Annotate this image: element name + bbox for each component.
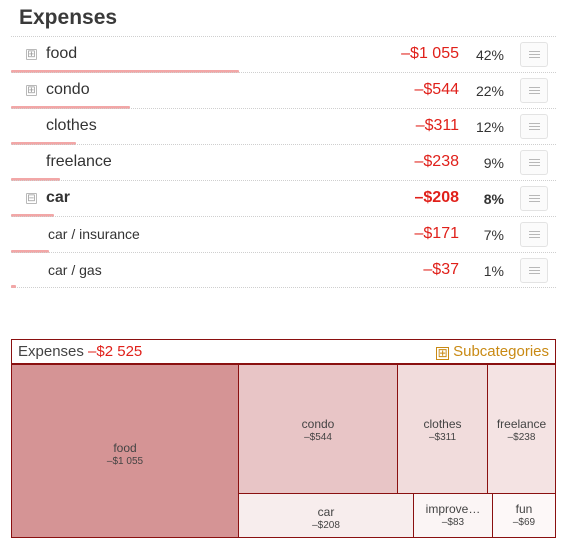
share-bar <box>11 70 239 73</box>
category-name: clothes <box>46 117 97 134</box>
page-title: Expenses <box>19 6 118 29</box>
share-bar <box>11 142 76 145</box>
expense-list: ⊞ food –$1 055 42% ⊞ condo –$544 22% clo… <box>11 36 556 288</box>
category-percent: 9% <box>483 155 504 171</box>
expand-icon[interactable]: ⊞ <box>26 49 37 60</box>
treemap-tile-fun[interactable]: fun –$69 <box>492 493 556 538</box>
category-name: car <box>46 189 71 206</box>
treemap-tile-clothes[interactable]: clothes –$311 <box>397 364 488 494</box>
category-name: car / insurance <box>48 226 140 242</box>
list-icon-button[interactable] <box>520 150 548 175</box>
category-percent: 12% <box>475 119 504 135</box>
treemap: Expenses –$2 525 ⊞ Subcategories food –$1… <box>11 339 556 538</box>
category-amount: –$544 <box>414 81 460 98</box>
category-name: food <box>46 45 78 62</box>
list-icon-button[interactable] <box>520 258 548 283</box>
list-icon-button[interactable] <box>520 78 548 103</box>
share-bar <box>11 214 54 217</box>
list-icon-button[interactable] <box>520 42 548 67</box>
category-percent: 8% <box>483 191 504 207</box>
expense-row-food[interactable]: ⊞ food –$1 055 42% <box>11 36 556 73</box>
share-bar <box>11 250 49 253</box>
plus-square-icon: ⊞ <box>436 346 450 360</box>
category-percent: 42% <box>475 47 504 63</box>
expense-row-condo[interactable]: ⊞ condo –$544 22% <box>11 72 556 109</box>
category-amount: –$208 <box>414 189 460 206</box>
category-amount: –$37 <box>423 261 459 278</box>
category-name: freelance <box>46 153 112 170</box>
list-icon-button[interactable] <box>520 114 548 139</box>
subcategories-toggle[interactable]: ⊞ Subcategories <box>436 343 549 360</box>
category-amount: –$238 <box>414 153 460 170</box>
collapse-icon[interactable]: ⊟ <box>26 193 37 204</box>
category-amount: –$1 055 <box>401 45 459 62</box>
share-bar <box>11 106 130 109</box>
share-bar <box>11 178 60 181</box>
expense-row-clothes[interactable]: clothes –$311 12% <box>11 108 556 145</box>
treemap-tile-condo[interactable]: condo –$544 <box>238 364 398 494</box>
treemap-tile-car[interactable]: car –$208 <box>238 493 414 538</box>
category-name: condo <box>46 81 90 98</box>
expense-row-freelance[interactable]: freelance –$238 9% <box>11 144 556 181</box>
treemap-header: Expenses –$2 525 ⊞ Subcategories <box>12 340 555 364</box>
treemap-tile-freelance[interactable]: freelance –$238 <box>487 364 556 494</box>
list-icon-button[interactable] <box>520 186 548 211</box>
expand-icon[interactable]: ⊞ <box>26 85 37 96</box>
treemap-tile-food[interactable]: food –$1 055 <box>11 364 239 538</box>
list-icon-button[interactable] <box>520 222 548 247</box>
expense-row-car[interactable]: ⊟ car –$208 8% <box>11 180 556 217</box>
category-amount: –$311 <box>415 117 459 134</box>
category-percent: 22% <box>475 83 504 99</box>
category-percent: 7% <box>483 227 504 243</box>
expense-row-car-gas[interactable]: car / gas –$37 1% <box>11 252 556 288</box>
treemap-total: –$2 525 <box>88 343 143 360</box>
expense-row-car-insurance[interactable]: car / insurance –$171 7% <box>11 216 556 253</box>
category-percent: 1% <box>483 263 504 279</box>
category-name: car / gas <box>48 262 102 278</box>
category-amount: –$171 <box>414 225 460 242</box>
treemap-tile-improvements[interactable]: improve… –$83 <box>413 493 493 538</box>
share-bar <box>11 285 16 288</box>
treemap-title: Expenses –$2 525 <box>18 343 143 360</box>
